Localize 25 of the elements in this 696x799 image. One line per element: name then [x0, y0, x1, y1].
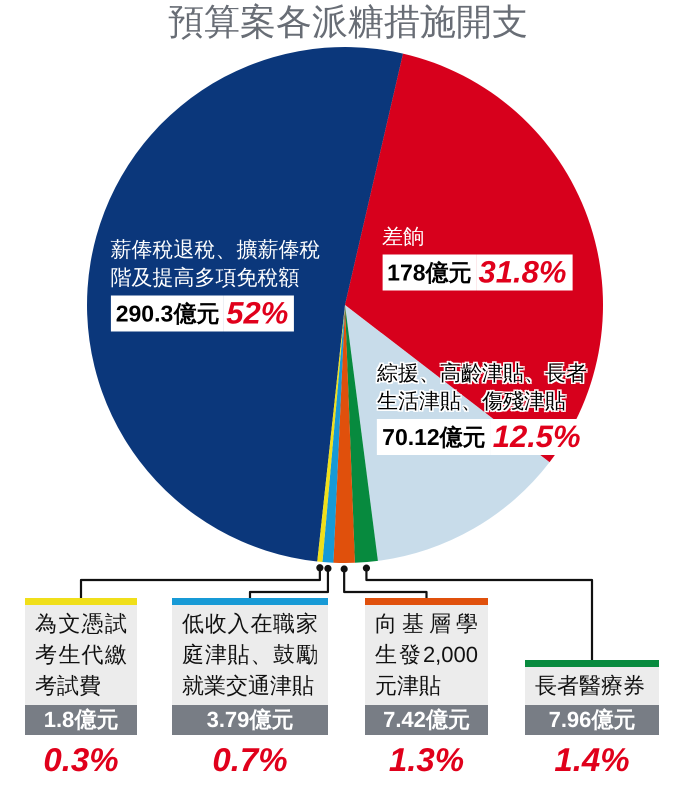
data-label: 290.3億元 [110, 295, 224, 332]
data-label: 70.12億元 [377, 418, 491, 455]
text: 12.5% [492, 418, 581, 454]
text: 0.3% [43, 741, 119, 778]
data-label: 7.96億元 [525, 705, 659, 735]
data-label: 1.8億元 [25, 705, 137, 735]
slice-label: 薪俸稅退稅、擴薪俸稅階及提高多項免稅額 [110, 237, 322, 292]
text: 0.7% [212, 741, 288, 778]
slice-label: 向基層學生發2,000元津貼 [365, 605, 488, 705]
data-label: 7.42億元 [365, 705, 488, 735]
text: 1.3% [388, 741, 464, 778]
text: 1.4% [554, 741, 630, 778]
pie-slice [322, 305, 345, 563]
data-label: 3.79億元 [172, 705, 328, 735]
slice-label: 綜援、高齡津貼、長者生活津貼、傷殘津貼 [377, 360, 588, 415]
chart-title: 預算案各派糖措施開支 [167, 0, 529, 44]
slice-label: 長者醫療券 [525, 667, 659, 705]
slice-label: 為文憑試考生代繳考試費 [25, 605, 137, 705]
pie-slice [345, 305, 378, 563]
text: 52% [226, 295, 288, 330]
slice-label: 差餉 [382, 224, 426, 251]
text: 31.8% [478, 254, 566, 290]
slice-label: 低收入在職家庭津貼、鼓勵就業交通津貼 [172, 605, 328, 705]
pie-slice [317, 305, 345, 562]
data-label: 178億元 [382, 254, 477, 291]
